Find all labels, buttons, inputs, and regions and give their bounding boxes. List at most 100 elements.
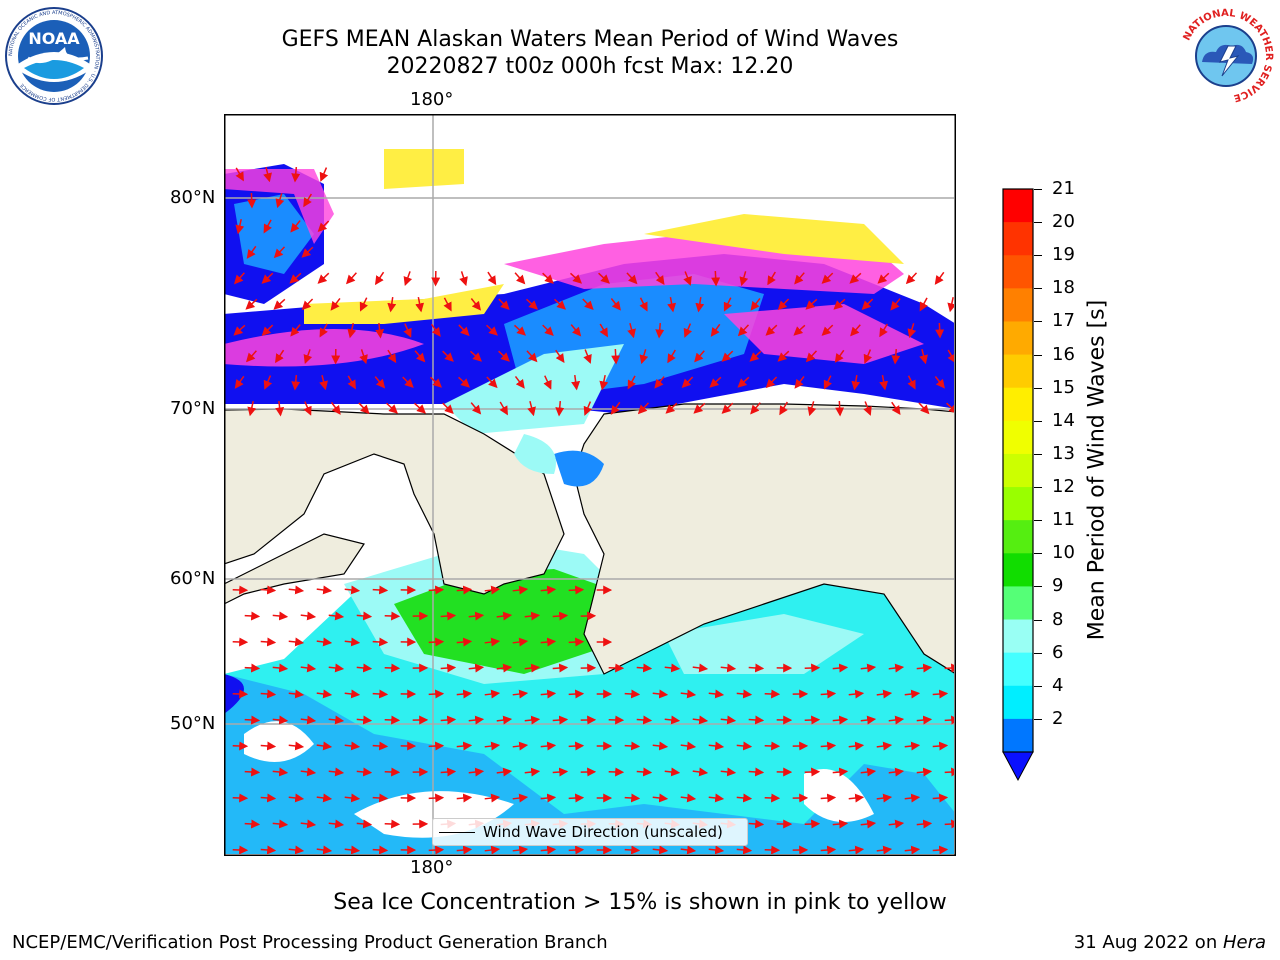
wave-direction-arrow [848, 689, 865, 699]
wave-direction-arrow [569, 272, 583, 284]
wave-direction-arrow [570, 324, 582, 337]
sea-ice-caption: Sea Ice Concentration > 15% is shown in … [333, 890, 947, 915]
bering-green-field [394, 569, 624, 674]
wave-direction-arrow [721, 402, 734, 414]
wave-direction-arrow [876, 741, 893, 751]
wave-direction-arrow [328, 819, 345, 829]
wave-direction-arrow [524, 611, 541, 621]
wave-direction-arrow [496, 715, 513, 725]
wave-direction-arrow [261, 324, 274, 336]
wave-direction-arrow [711, 270, 721, 287]
plot-title: GEFS MEAN Alaskan Waters Mean Period of … [281, 27, 899, 52]
wave-direction-arrow [442, 350, 454, 362]
wave-direction-arrow [820, 845, 837, 854]
colorbar-tick-label: 11 [1052, 509, 1075, 531]
wave-direction-arrow [359, 349, 368, 365]
wave-direction-arrow [820, 689, 837, 699]
wave-direction-arrow [655, 271, 665, 285]
colorbar-segment [1003, 685, 1033, 720]
colorbar-tick-label: 4 [1052, 674, 1064, 696]
wave-direction-arrow [272, 819, 289, 829]
wave-direction-arrow [918, 402, 930, 415]
wave-direction-arrow [300, 663, 317, 673]
wave-direction-arrow [244, 663, 261, 673]
wave-direction-arrow [496, 611, 513, 621]
wave-direction-arrow [291, 374, 301, 391]
wave-direction-arrow [748, 819, 765, 829]
wave-direction-arrow [316, 689, 333, 699]
wave-direction-arrow [514, 272, 526, 285]
wave-direction-arrow [347, 375, 356, 390]
wave-direction-arrow [260, 689, 277, 699]
colorbar-segment [1003, 619, 1033, 654]
colorbar-tick-label: 9 [1052, 575, 1064, 597]
wave-direction-arrow [695, 296, 705, 313]
wave-direction-arrow [877, 272, 890, 284]
wave-direction-arrow [458, 376, 470, 388]
wave-direction-arrow [524, 663, 541, 673]
colorbar-tick-label: 19 [1052, 244, 1075, 266]
wave-direction-arrow [833, 298, 846, 310]
wave-direction-arrow [876, 845, 893, 854]
wave-direction-arrow [916, 819, 933, 829]
wave-direction-arrow [540, 637, 557, 647]
wave-direction-arrow [273, 298, 286, 310]
wave-direction-arrow [888, 819, 905, 829]
chukchi-light-field [444, 344, 624, 434]
wave-direction-arrow [415, 296, 425, 313]
wave-direction-arrow [374, 271, 385, 286]
wave-direction-arrow [540, 585, 557, 595]
wave-direction-arrow [319, 167, 329, 182]
wave-direction-arrow [372, 793, 389, 803]
wave-direction-arrow [848, 845, 865, 854]
wave-direction-arrow [750, 402, 761, 415]
wave-direction-arrow [469, 350, 483, 362]
wave-direction-arrow [290, 324, 301, 337]
wave-direction-arrow [820, 741, 837, 751]
wave-direction-arrow [934, 376, 945, 389]
wave-direction-arrow [542, 324, 554, 336]
wave-direction-arrow [860, 715, 877, 725]
colorbar-tick-mark [1034, 189, 1042, 190]
wave-direction-arrow [319, 375, 328, 391]
wave-direction-arrow [244, 715, 261, 725]
wave-direction-arrow [805, 350, 818, 363]
wave-direction-arrow [303, 193, 313, 208]
wave-direction-arrow [683, 271, 692, 286]
wave-direction-arrow [708, 741, 725, 751]
colorbar-segment [1003, 387, 1033, 422]
gulf-light-field [664, 614, 864, 674]
wave-direction-arrow [372, 689, 389, 699]
wave-direction-arrow [484, 845, 501, 854]
wave-direction-arrow [947, 296, 954, 313]
wave-direction-arrow [664, 663, 681, 673]
wave-direction-arrow [372, 585, 389, 595]
wave-direction-arrow [301, 246, 314, 258]
wave-period-map [224, 114, 956, 856]
wave-direction-arrow [459, 271, 468, 287]
wave-direction-arrow [512, 845, 529, 854]
wave-direction-arrow [832, 819, 849, 829]
colorbar-frame [1002, 188, 1034, 753]
wave-direction-arrow [692, 663, 709, 673]
wave-direction-arrow [765, 324, 778, 336]
wave-direction-arrow [804, 663, 821, 673]
colorbar-tick-mark [1034, 354, 1042, 356]
wave-direction-arrow [263, 167, 272, 183]
wave-direction-arrow [484, 741, 501, 751]
wave-direction-arrow [496, 663, 513, 673]
wave-direction-arrow [568, 637, 585, 647]
wave-direction-arrow [514, 375, 525, 389]
wave-direction-arrow [636, 715, 653, 725]
wave-direction-arrow [288, 741, 305, 751]
wave-direction-arrow [247, 401, 257, 417]
wave-direction-arrow [944, 715, 954, 725]
wave-direction-arrow [260, 793, 277, 803]
colorbar-segment [1003, 520, 1033, 554]
wave-direction-arrow [372, 845, 389, 854]
wave-direction-arrow [356, 767, 373, 777]
wave-direction-arrow [543, 375, 552, 390]
sea-ice-yellow-west [304, 284, 504, 324]
wave-direction-arrow [904, 689, 921, 699]
wave-direction-arrow [484, 637, 501, 647]
